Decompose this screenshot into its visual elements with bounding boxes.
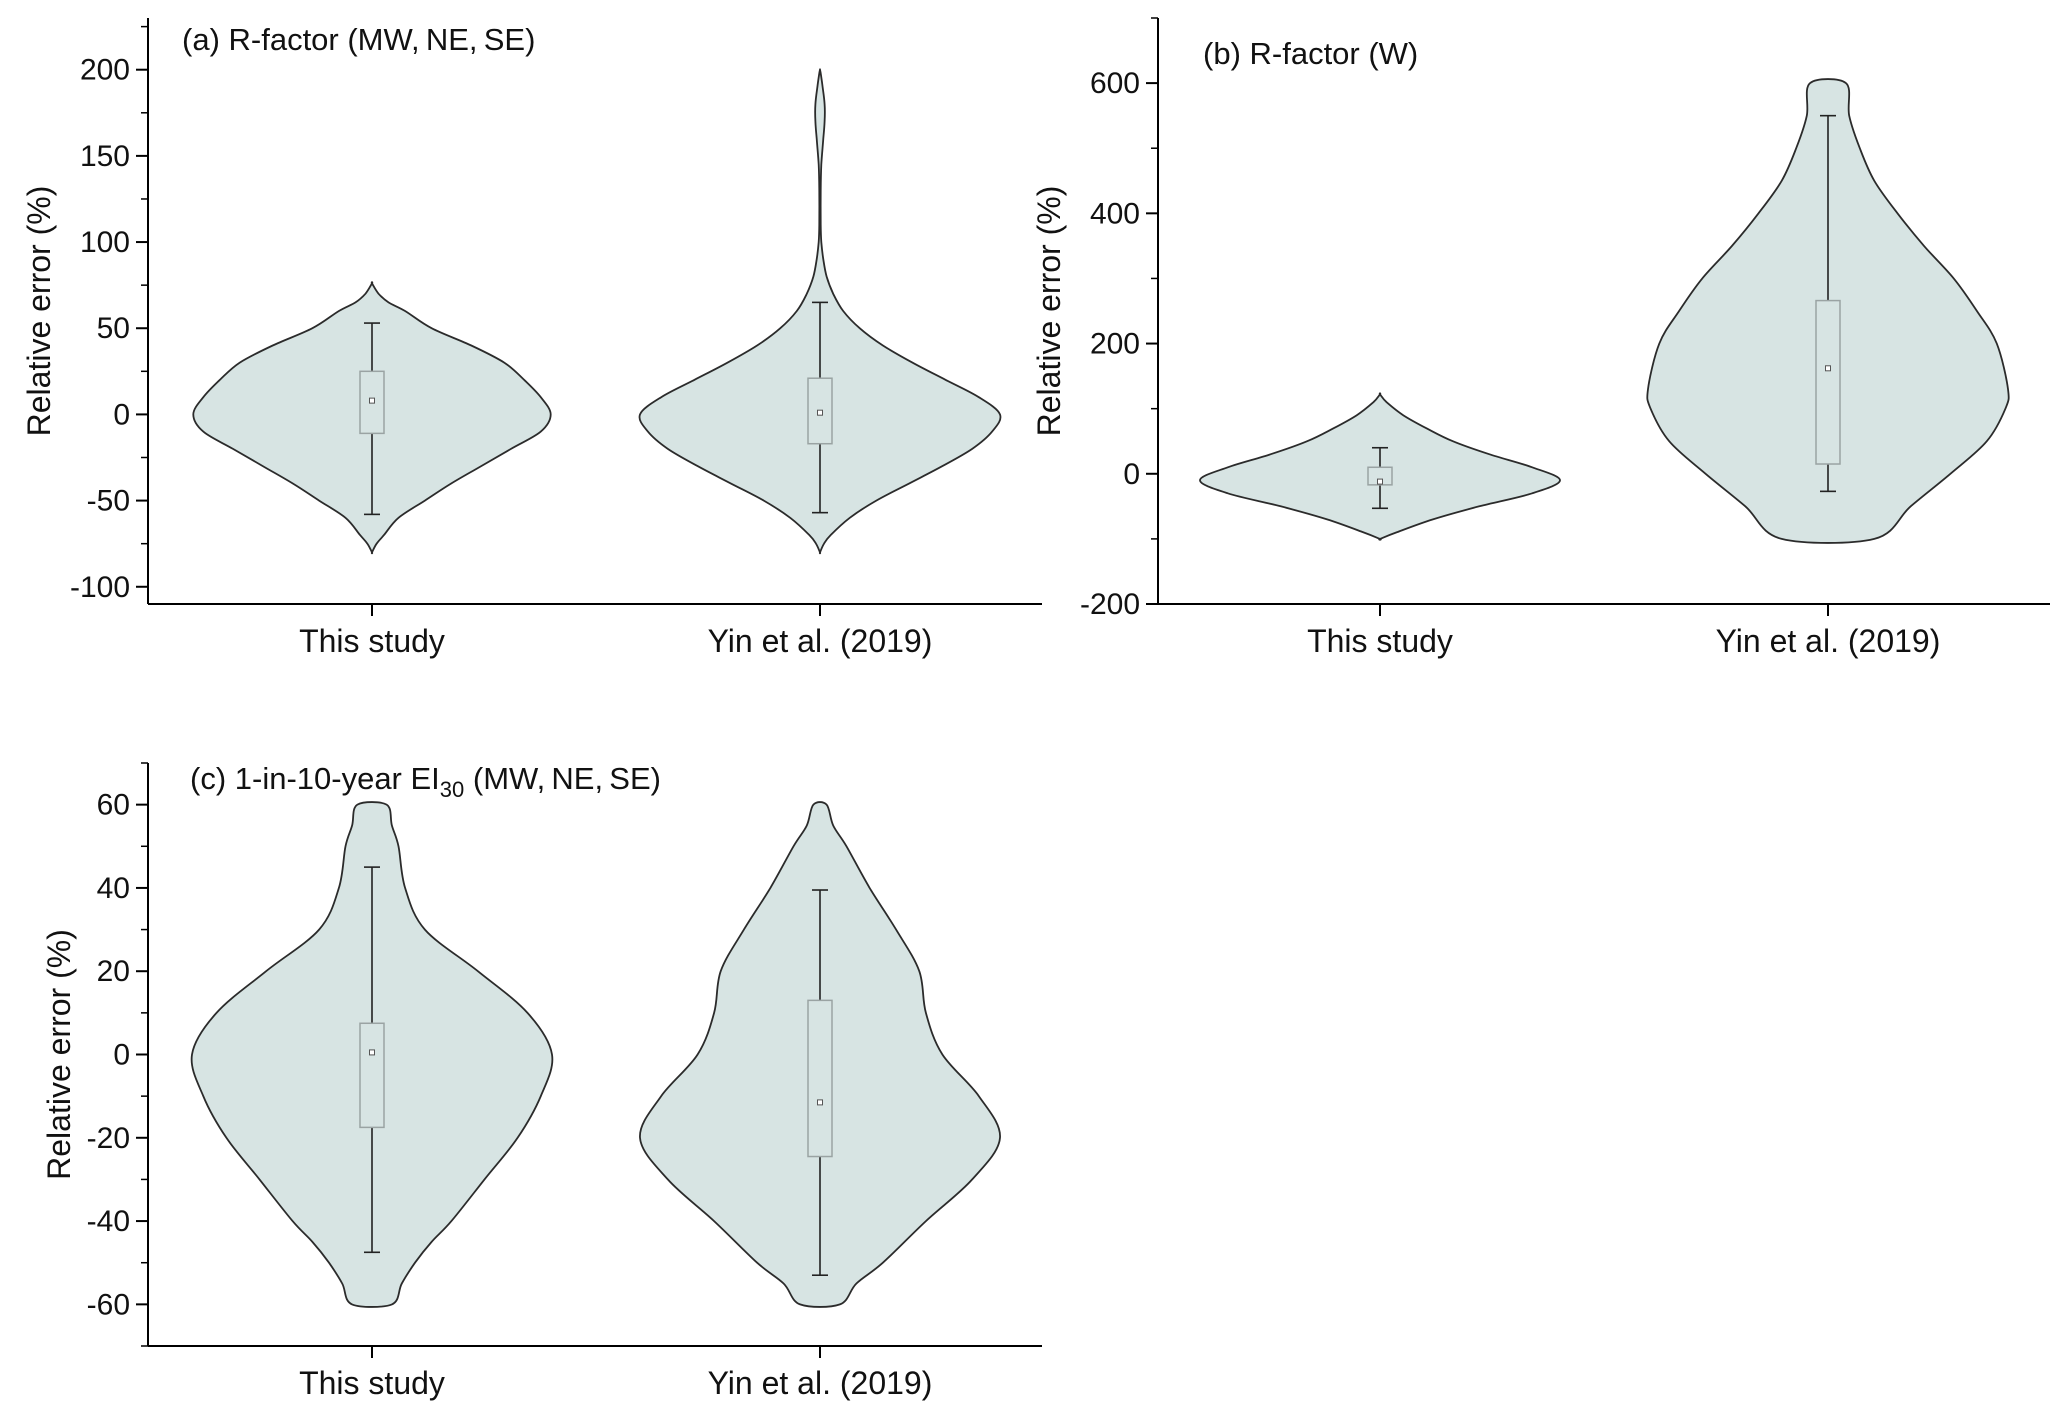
mean-marker-b-1 [1825,365,1831,372]
panel-title-b: (b) R-factor (W) [1203,36,1418,71]
mean-marker-c-0 [369,1049,375,1056]
y-tick-label-b: -200 [1080,588,1140,621]
iqr-box-c-0 [359,1022,385,1129]
y-axis-title-c: Relative error (%) [41,929,77,1180]
y-tick-label-c: -20 [87,1122,130,1155]
panel-title-suffix: (MW, NE, SE) [464,761,661,796]
y-tick-label-c: 40 [97,872,130,905]
panel-title-main: (c) 1-in-10-year EI [190,761,440,796]
y-tick-label-c: 0 [113,1039,130,1072]
x-category-label-c: This study [299,1365,445,1401]
x-category-label-a: This study [299,623,445,659]
y-axis-title-a: Relative error (%) [21,186,57,437]
y-tick-label-c: 20 [97,955,130,988]
y-tick-label-a: 50 [97,312,130,345]
y-tick-label-b: 600 [1090,67,1140,100]
y-tick-label-b: 200 [1090,328,1140,361]
x-category-label-b: This study [1307,623,1453,659]
iqr-box-c-1 [807,999,833,1158]
x-category-label-b: Yin et al. (2019) [1716,623,1941,659]
x-category-label-a: Yin et al. (2019) [708,623,933,659]
panel-b: -200 0 200 400 600 This study Yin et al. (2019… [1031,17,2050,659]
y-tick-label-a: 0 [113,398,130,431]
mean-marker-b-0 [1377,478,1383,485]
panel-title-a: (a) R-factor (MW, NE, SE) [182,22,535,57]
mean-marker-a-1 [817,409,823,416]
iqr-box-b-0 [1367,466,1393,486]
panel-a: -100 -50 0 50 100 150 200 This study Yin et al. … [21,18,1042,659]
panel-title-subscript: 30 [440,777,464,802]
iqr-box-b-1 [1815,299,1841,465]
y-tick-label-c: 60 [97,789,130,822]
y-tick-label-b: 400 [1090,197,1140,230]
y-tick-label-a: -50 [87,485,130,518]
x-category-label-c: Yin et al. (2019) [708,1365,933,1401]
mean-marker-a-0 [369,397,375,404]
y-tick-label-b: 0 [1123,458,1140,491]
y-tick-label-c: -40 [87,1205,130,1238]
y-tick-label-a: 100 [80,226,130,259]
y-axis-title-b: Relative error (%) [1031,186,1067,437]
y-tick-label-a: -100 [70,571,130,604]
y-tick-label-a: 200 [80,54,130,87]
mean-marker-c-1 [817,1099,823,1106]
y-tick-label-a: 150 [80,140,130,173]
y-tick-label-c: -60 [87,1288,130,1321]
panel-c: -60 -40 -20 0 20 40 60 This study Yin et al. (20… [41,761,1042,1401]
panel-title-c: (c) 1-in-10-year EI30 (MW, NE, SE) [190,761,661,802]
